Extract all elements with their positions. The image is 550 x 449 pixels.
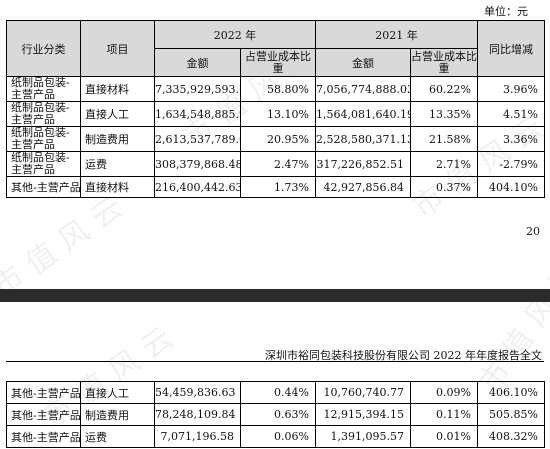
header-rule <box>6 361 544 362</box>
yoy-cell: 408.32% <box>477 425 545 448</box>
item-cell: 运费 <box>80 425 155 448</box>
table-row: 其他-主营产品 直接人工 54,459,836.63 0.44% 10,760,… <box>6 381 545 404</box>
ratio-2021-cell: 0.09% <box>410 381 478 404</box>
amount-2021-cell: 7,056,774,888.03 <box>315 76 411 102</box>
amount-2022-cell: 7,071,196.58 <box>154 425 241 448</box>
ratio-2022-cell: 58.80% <box>240 76 316 102</box>
amount-2022-cell: 2,613,537,789.60 <box>154 126 241 152</box>
amount-2022-cell: 54,459,836.63 <box>154 381 241 404</box>
ratio-2021-cell: 13.35% <box>410 101 478 127</box>
industry-cell: 其他-主营产品 <box>6 403 81 426</box>
watermark: 市值风云 <box>472 248 550 400</box>
amount-2021-cell: 12,915,394.15 <box>315 403 411 426</box>
yoy-cell: 505.85% <box>477 403 545 426</box>
amount-2021-cell: 42,927,856.84 <box>315 176 411 198</box>
yoy-cell: 4.51% <box>477 101 545 127</box>
ratio-2021-cell: 0.01% <box>410 425 478 448</box>
industry-cell: 纸制品包装-主营产品 <box>6 76 81 102</box>
header-year-2022: 2022 年 <box>154 20 316 49</box>
amount-2021-cell: 2,528,580,371.13 <box>315 126 411 152</box>
item-cell: 直接材料 <box>80 76 155 102</box>
industry-cell: 纸制品包装-主营产品 <box>6 151 81 177</box>
amount-2022-cell: 216,400,442.63 <box>154 176 241 198</box>
unit-label: 单位：元 <box>484 5 528 18</box>
amount-2022-cell: 1,634,548,885.97 <box>154 101 241 127</box>
item-cell: 直接人工 <box>80 101 155 127</box>
cost-composition-table: 行业分类 项目 2022 年 2021 年 同比增减 金额 占营业成本比重 金额… <box>6 20 545 198</box>
header-industry: 行业分类 <box>6 20 81 77</box>
industry-cell: 纸制品包装-主营产品 <box>6 101 81 127</box>
yoy-cell: 406.10% <box>477 381 545 404</box>
item-cell: 直接人工 <box>80 381 155 404</box>
amount-2022-cell: 7,335,929,593.70 <box>154 76 241 102</box>
amount-2021-cell: 1,564,081,640.19 <box>315 101 411 127</box>
yoy-cell: -2.79% <box>477 151 545 177</box>
ratio-2022-cell: 20.95% <box>240 126 316 152</box>
running-header: 深圳市裕同包装科技股份有限公司 2022 年年度报告全文 <box>265 349 542 362</box>
table-row: 其他-主营产品 直接材料 216,400,442.63 1.73% 42,927… <box>6 176 545 198</box>
ratio-2021-cell: 2.71% <box>410 151 478 177</box>
ratio-2022-cell: 1.73% <box>240 176 316 198</box>
amount-2022-cell: 78,248,109.84 <box>154 403 241 426</box>
industry-cell: 其他-主营产品 <box>6 381 81 404</box>
industry-cell: 纸制品包装-主营产品 <box>6 126 81 152</box>
ratio-2021-cell: 60.22% <box>410 76 478 102</box>
table-row: 纸制品包装-主营产品 运费 308,379,868.48 2.47% 317,2… <box>6 151 545 177</box>
header-yoy: 同比增减 <box>477 20 545 77</box>
ratio-2022-cell: 2.47% <box>240 151 316 177</box>
item-cell: 制造费用 <box>80 126 155 152</box>
header-ratio-2021: 占营业成本比重 <box>410 48 478 77</box>
header-amount-2022: 金额 <box>154 48 241 77</box>
ratio-2022-cell: 0.06% <box>240 425 316 448</box>
header-amount-2021: 金额 <box>315 48 411 77</box>
ratio-2021-cell: 0.37% <box>410 176 478 198</box>
amount-2022-cell: 308,379,868.48 <box>154 151 241 177</box>
header-year-2021: 2021 年 <box>315 20 478 49</box>
amount-2021-cell: 1,391,095.57 <box>315 425 411 448</box>
ratio-2022-cell: 0.44% <box>240 381 316 404</box>
table-row: 纸制品包装-主营产品 制造费用 2,613,537,789.60 20.95% … <box>6 126 545 152</box>
table-row: 其他-主营产品 运费 7,071,196.58 0.06% 1,391,095.… <box>6 425 545 448</box>
page-break <box>0 289 550 302</box>
item-cell: 制造费用 <box>80 403 155 426</box>
item-cell: 运费 <box>80 151 155 177</box>
industry-cell: 其他-主营产品 <box>6 425 81 448</box>
yoy-cell: 3.96% <box>477 76 545 102</box>
yoy-cell: 3.36% <box>477 126 545 152</box>
item-cell: 直接材料 <box>80 176 155 198</box>
table-row: 纸制品包装-主营产品 直接材料 7,335,929,593.70 58.80% … <box>6 76 545 102</box>
table-row: 其他-主营产品 制造费用 78,248,109.84 0.63% 12,915,… <box>6 403 545 426</box>
amount-2021-cell: 10,760,740.77 <box>315 381 411 404</box>
industry-cell: 其他-主营产品 <box>6 176 81 198</box>
cost-composition-table-continued: 其他-主营产品 直接人工 54,459,836.63 0.44% 10,760,… <box>6 381 545 448</box>
header-ratio-2022: 占营业成本比重 <box>240 48 316 77</box>
amount-2021-cell: 317,226,852.51 <box>315 151 411 177</box>
header-item: 项目 <box>80 20 155 77</box>
yoy-cell: 404.10% <box>477 176 545 198</box>
ratio-2021-cell: 21.58% <box>410 126 478 152</box>
page-number: 20 <box>526 225 540 238</box>
ratio-2022-cell: 0.63% <box>240 403 316 426</box>
ratio-2021-cell: 0.11% <box>410 403 478 426</box>
ratio-2022-cell: 13.10% <box>240 101 316 127</box>
table-row: 纸制品包装-主营产品 直接人工 1,634,548,885.97 13.10% … <box>6 101 545 127</box>
